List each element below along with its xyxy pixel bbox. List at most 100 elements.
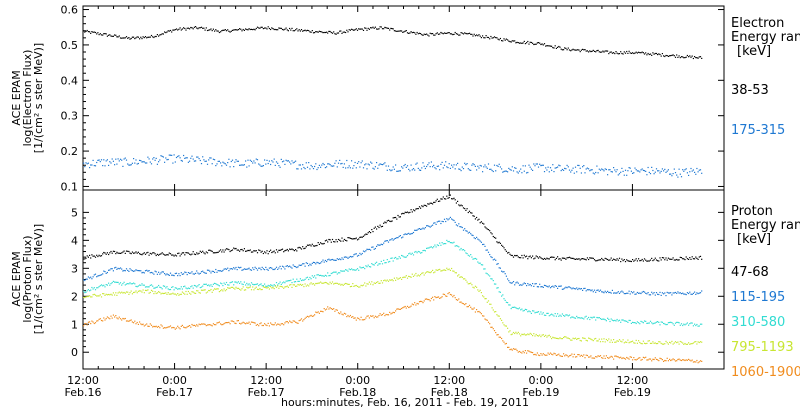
- series-115-195: [83, 216, 703, 297]
- data-point: [221, 289, 223, 291]
- data-point: [447, 241, 449, 243]
- data-point: [653, 322, 655, 324]
- data-point: [315, 163, 317, 165]
- data-point: [534, 43, 536, 45]
- data-point: [83, 30, 85, 32]
- data-point: [158, 284, 160, 287]
- data-point: [273, 158, 275, 160]
- data-point: [445, 32, 447, 34]
- data-point: [234, 161, 236, 163]
- data-point: [243, 29, 245, 31]
- data-point: [635, 359, 637, 361]
- data-point: [563, 336, 565, 339]
- data-point: [522, 310, 524, 312]
- data-point: [577, 354, 579, 356]
- data-point: [370, 283, 372, 285]
- data-point: [599, 169, 602, 171]
- data-point: [479, 240, 481, 242]
- data-point: [128, 164, 130, 166]
- data-point: [185, 287, 187, 289]
- data-point: [305, 162, 307, 164]
- data-point: [280, 323, 282, 325]
- data-point: [542, 44, 544, 46]
- data-point: [372, 231, 374, 233]
- data-point: [211, 30, 213, 32]
- data-point: [223, 288, 225, 290]
- data-point: [414, 210, 416, 212]
- data-point: [617, 291, 619, 293]
- data-point: [353, 285, 355, 287]
- data-point: [471, 256, 473, 258]
- x-tick-date: Feb.18: [431, 386, 468, 399]
- data-point: [316, 244, 318, 247]
- data-point: [146, 286, 148, 288]
- data-point: [685, 294, 687, 296]
- data-point: [664, 323, 666, 325]
- data-point: [410, 164, 412, 166]
- data-point: [628, 167, 630, 169]
- data-point: [669, 173, 671, 175]
- data-point: [577, 49, 579, 51]
- data-point: [603, 259, 605, 261]
- data-point: [268, 267, 270, 269]
- data-point: [412, 231, 415, 234]
- data-point: [326, 31, 328, 33]
- data-point: [521, 42, 523, 44]
- data-point: [283, 287, 285, 289]
- data-point: [215, 165, 217, 167]
- data-point: [277, 268, 279, 270]
- electron-ylabel-line2: log(Electron Flux): [21, 50, 34, 147]
- data-point: [601, 318, 603, 320]
- data-point: [616, 340, 618, 342]
- data-point: [432, 33, 434, 35]
- data-point: [209, 29, 211, 31]
- data-point: [636, 291, 638, 294]
- data-point: [543, 43, 546, 45]
- data-point: [155, 286, 157, 288]
- data-point: [485, 319, 487, 321]
- data-point: [256, 288, 259, 290]
- data-point: [300, 168, 303, 170]
- data-point: [477, 35, 479, 37]
- data-point: [570, 317, 572, 319]
- data-point: [218, 250, 220, 252]
- data-point: [396, 277, 398, 279]
- data-point: [504, 343, 506, 345]
- data-point: [682, 359, 684, 361]
- data-point: [434, 201, 436, 203]
- data-point: [271, 284, 273, 286]
- data-point: [589, 170, 591, 172]
- data-point: [408, 306, 410, 309]
- data-point: [537, 42, 540, 44]
- data-point: [377, 244, 379, 246]
- data-point: [573, 317, 575, 319]
- data-point: [248, 250, 250, 252]
- data-point: [167, 158, 169, 161]
- data-point: [180, 253, 182, 255]
- data-point: [379, 163, 381, 165]
- data-point: [179, 288, 181, 290]
- data-point: [261, 165, 263, 167]
- data-point: [341, 270, 343, 272]
- data-point: [416, 31, 418, 34]
- data-point: [623, 357, 625, 359]
- data-point: [667, 360, 669, 362]
- data-point: [454, 221, 456, 223]
- data-point: [543, 284, 546, 286]
- data-point: [680, 323, 683, 325]
- data-point: [371, 229, 373, 231]
- data-point: [209, 157, 211, 159]
- data-point: [271, 251, 273, 254]
- data-point: [436, 269, 438, 271]
- data-point: [281, 161, 284, 163]
- data-point: [323, 261, 325, 263]
- data-point: [264, 323, 266, 325]
- data-point: [173, 289, 175, 291]
- data-point: [652, 52, 654, 54]
- data-point: [412, 275, 415, 277]
- data-point: [239, 288, 241, 290]
- data-point: [312, 261, 315, 263]
- data-point: [451, 198, 453, 200]
- data-point: [403, 31, 405, 33]
- data-point: [374, 166, 376, 168]
